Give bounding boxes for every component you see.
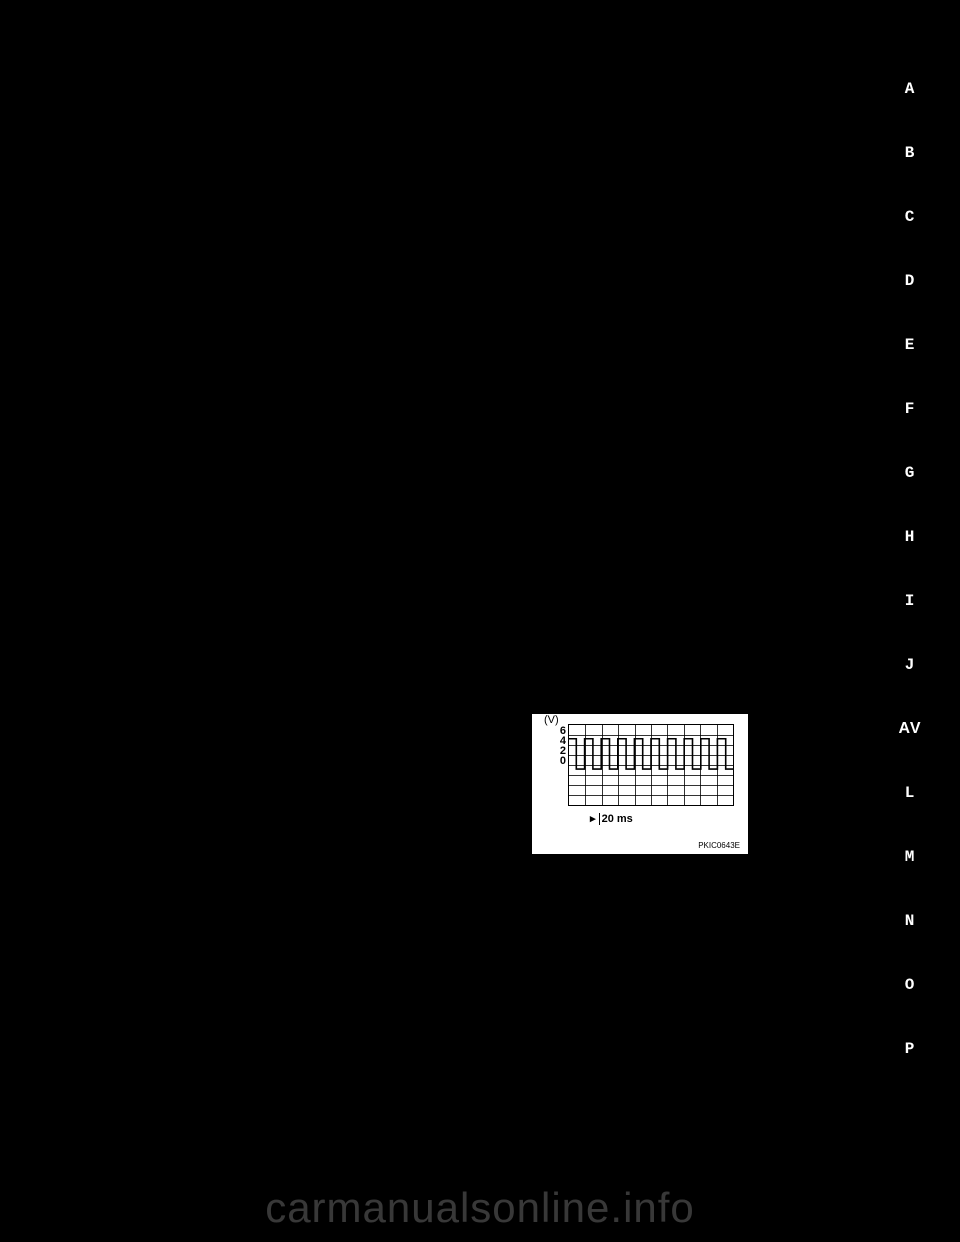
sidenav-item-m[interactable]: M xyxy=(890,848,930,866)
sidenav-item-n[interactable]: N xyxy=(890,912,930,930)
sidenav-item-i[interactable]: I xyxy=(890,592,930,610)
oscilloscope-waveform xyxy=(568,724,734,806)
sidenav-item-o[interactable]: O xyxy=(890,976,930,994)
sidenav-item-h[interactable]: H xyxy=(890,528,930,546)
timebase-label: 20 ms xyxy=(602,813,633,825)
sidenav-item-f[interactable]: F xyxy=(890,400,930,418)
sidenav-item-g[interactable]: G xyxy=(890,464,930,482)
sidenav-item-d[interactable]: D xyxy=(890,272,930,290)
sidenav-item-j[interactable]: J xyxy=(890,656,930,674)
sidenav-item-av[interactable]: AV xyxy=(890,720,930,738)
sidenav-item-l[interactable]: L xyxy=(890,784,930,802)
oscilloscope-y-ticks: 6 4 2 0 xyxy=(544,726,566,766)
sidenav-item-c[interactable]: C xyxy=(890,208,930,226)
oscilloscope-unit-label: (V) xyxy=(544,714,559,726)
section-sidenav: A B C D E F G H I J AV L M N O P xyxy=(890,80,930,1104)
oscilloscope-timebase: ▸ 20 ms xyxy=(590,812,670,828)
sidenav-item-a[interactable]: A xyxy=(890,80,930,98)
sidenav-item-e[interactable]: E xyxy=(890,336,930,354)
page-root: A B C D E F G H I J AV L M N O P (V) 6 4… xyxy=(0,0,960,1242)
oscilloscope-figure-code: PKIC0643E xyxy=(698,841,740,850)
sidenav-item-b[interactable]: B xyxy=(890,144,930,162)
watermark-text: carmanualsonline.info xyxy=(0,1184,960,1232)
sidenav-item-p[interactable]: P xyxy=(890,1040,930,1058)
y-tick-0: 0 xyxy=(544,756,566,766)
oscilloscope-panel: (V) 6 4 2 0 ▸ 20 ms PKIC0643E xyxy=(532,714,748,854)
